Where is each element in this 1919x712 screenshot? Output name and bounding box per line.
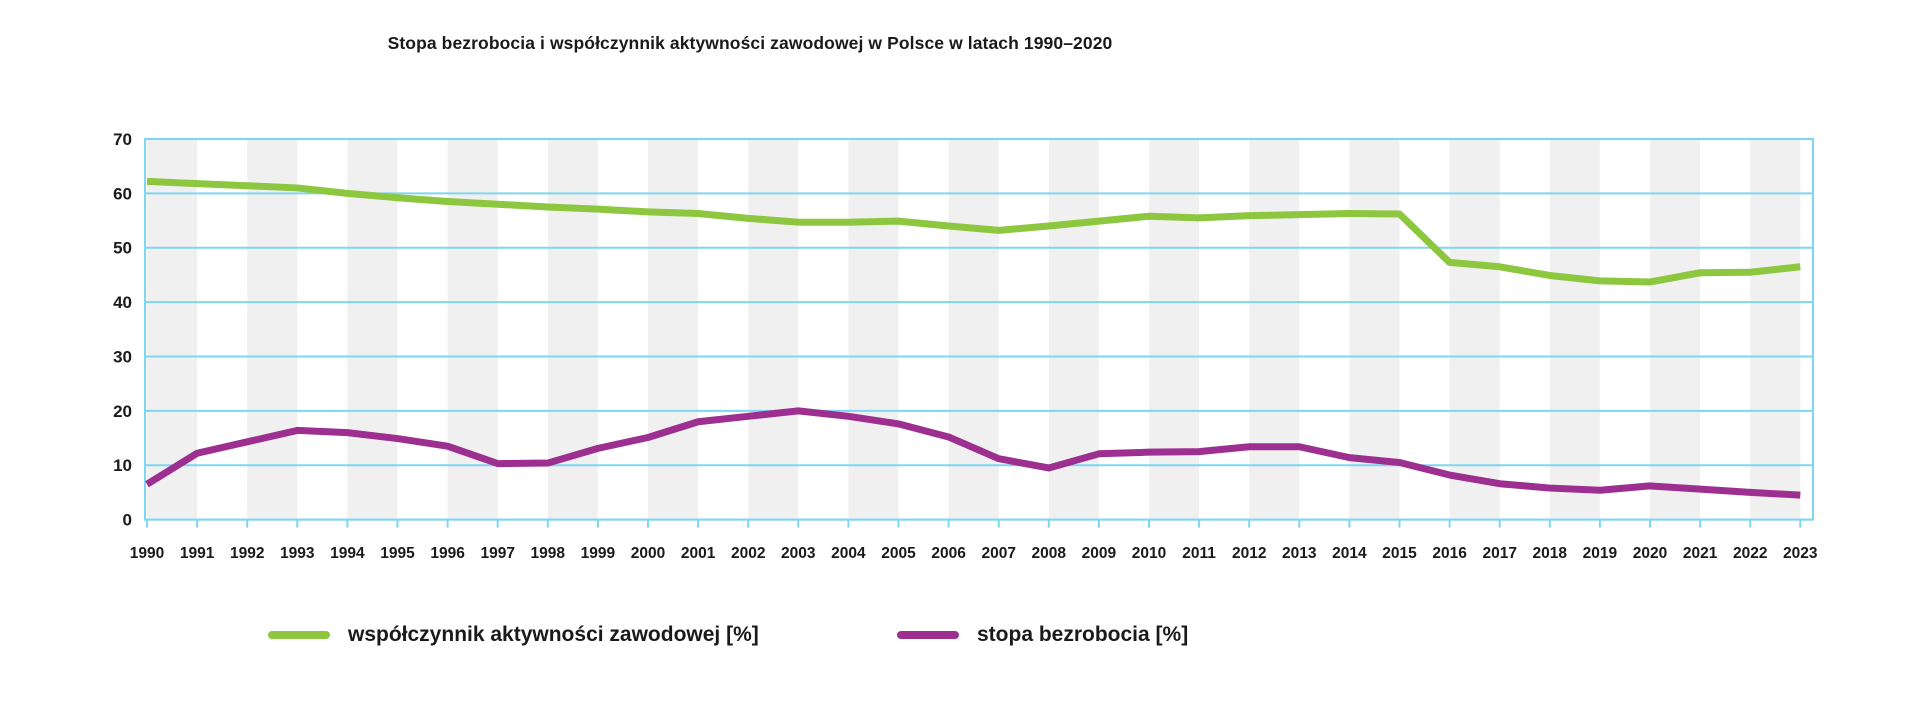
x-axis-label-2004: 2004 [831, 545, 866, 562]
plot-border [144, 138, 1814, 521]
y-axis-label-20: 20 [113, 402, 132, 421]
year-band [748, 139, 799, 520]
x-axis-label-2000: 2000 [631, 545, 665, 562]
x-axis-label-2002: 2002 [731, 545, 765, 562]
x-axis-label-2010: 2010 [1132, 545, 1166, 562]
chart-legend: współczynnik aktywności zawodowej [%] st… [0, 623, 1919, 663]
year-band [1549, 139, 1600, 520]
x-axis-label-2021: 2021 [1683, 545, 1718, 562]
chart-title: Stopa bezrobocia i współczynnik aktywnoś… [387, 33, 1113, 53]
year-band [1149, 139, 1200, 520]
unemployment-line-swatch-icon [897, 631, 959, 639]
participation-line [146, 177, 1801, 286]
x-axis-label-2022: 2022 [1733, 545, 1767, 562]
x-axis-label-2003: 2003 [781, 545, 816, 562]
year-band [1449, 139, 1500, 520]
x-axis-label-2017: 2017 [1482, 545, 1516, 562]
x-axis-label-1990: 1990 [130, 545, 164, 562]
legend-label-unemployment: stopa bezrobocia [%] [977, 623, 1189, 646]
year-band [1750, 139, 1801, 520]
year-band [247, 139, 298, 520]
x-axis-label-1994: 1994 [330, 545, 365, 562]
legend-item-unemployment: stopa bezrobocia [%] [897, 623, 1188, 647]
x-axis-label-1995: 1995 [380, 545, 415, 562]
x-axis-label-1992: 1992 [230, 545, 264, 562]
x-axis-label-2006: 2006 [931, 545, 966, 562]
x-axis-label-1998: 1998 [531, 545, 566, 562]
x-axis-label-1993: 1993 [280, 545, 315, 562]
x-axis-label-2012: 2012 [1232, 545, 1266, 562]
x-axis-label-1996: 1996 [430, 545, 465, 562]
y-axis-label-60: 60 [113, 184, 132, 203]
x-axis-label-2014: 2014 [1332, 545, 1367, 562]
x-axis-label-2020: 2020 [1633, 545, 1667, 562]
x-axis-label-1997: 1997 [480, 545, 514, 562]
y-axis-label-10: 10 [113, 456, 132, 475]
x-axis-label-2015: 2015 [1382, 545, 1417, 562]
x-axis-label-2013: 2013 [1282, 545, 1317, 562]
x-axis-label-2001: 2001 [681, 545, 716, 562]
x-axis-label-2018: 2018 [1533, 545, 1568, 562]
x-axis-label-2011: 2011 [1182, 545, 1216, 562]
legend-label-participation: współczynnik aktywności zawodowej [%] [348, 623, 759, 646]
x-axis-label-2009: 2009 [1082, 545, 1117, 562]
participation-line-swatch-icon [268, 631, 330, 639]
y-axis-label-0: 0 [123, 511, 132, 530]
legend-item-participation: współczynnik aktywności zawodowej [%] [268, 623, 759, 647]
year-band [848, 139, 899, 520]
x-axis-label-2008: 2008 [1032, 545, 1067, 562]
y-axis-label-50: 50 [113, 239, 132, 258]
year-band [347, 139, 398, 520]
unemployment-line [145, 407, 1801, 499]
x-axis-label-2016: 2016 [1432, 545, 1467, 562]
y-axis-label-70: 70 [113, 130, 132, 149]
x-axis-label-2023: 2023 [1783, 545, 1818, 562]
y-axis-label-40: 40 [113, 293, 132, 312]
x-axis-label-1999: 1999 [581, 545, 616, 562]
x-axis-label-1991: 1991 [180, 545, 215, 562]
year-band [1650, 139, 1701, 520]
x-axis-label-2007: 2007 [981, 545, 1015, 562]
year-band [948, 139, 999, 520]
x-axis-label-2005: 2005 [881, 545, 916, 562]
x-axis-label-2019: 2019 [1583, 545, 1618, 562]
year-band [147, 139, 198, 520]
year-band [648, 139, 699, 520]
year-band [1249, 139, 1300, 520]
y-axis-label-30: 30 [113, 347, 132, 366]
